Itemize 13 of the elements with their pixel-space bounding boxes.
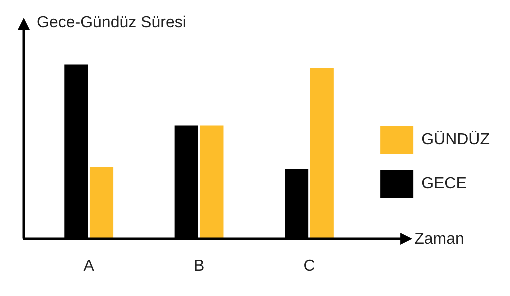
legend-label: GECE	[422, 175, 467, 192]
bar	[64, 64, 88, 239]
y-axis-title: Gece-Gündüz Süresi	[37, 14, 186, 32]
x-tick-label: A	[84, 258, 95, 275]
legend-label: GÜNDÜZ	[422, 130, 490, 148]
x-tick-label: C	[304, 258, 316, 275]
x-tick-label: B	[194, 258, 205, 275]
bar	[174, 126, 198, 239]
x-axis-title: Zaman	[414, 231, 464, 248]
bar	[200, 126, 224, 239]
bar	[90, 167, 114, 239]
bar	[310, 68, 334, 239]
bar	[285, 169, 309, 239]
